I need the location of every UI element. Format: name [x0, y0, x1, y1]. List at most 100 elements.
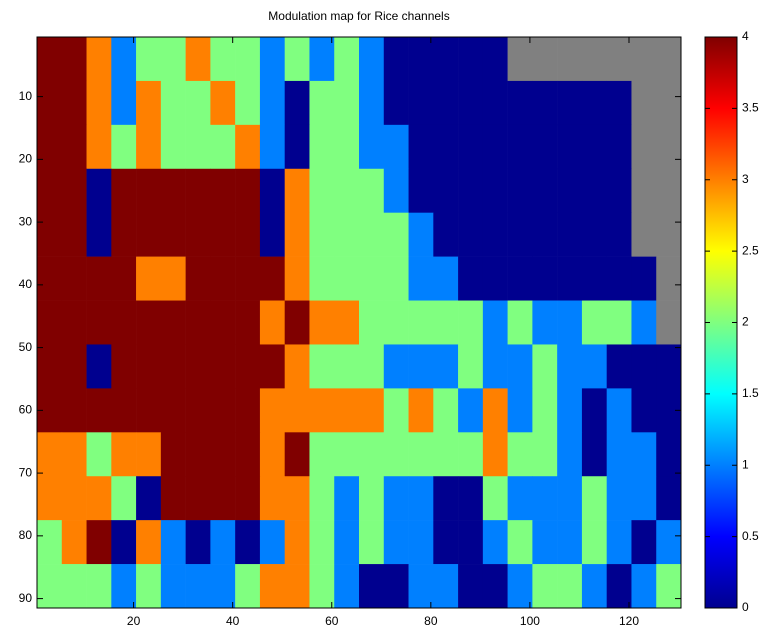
heatmap-cell [61, 388, 87, 433]
heatmap-cell [606, 80, 632, 126]
heatmap-cell [111, 256, 137, 301]
heatmap-cell [210, 564, 236, 609]
heatmap-cell [61, 80, 87, 126]
heatmap-cell [334, 388, 360, 433]
heatmap-cell [383, 37, 409, 82]
heatmap-cell [532, 432, 558, 477]
heatmap-cell [359, 344, 385, 389]
heatmap-cell [383, 80, 409, 126]
y-tick-label: 80 [19, 528, 33, 542]
heatmap-cell [507, 124, 533, 170]
heatmap-cell [185, 80, 211, 126]
heatmap-cell [284, 212, 310, 257]
heatmap-cell [433, 124, 459, 170]
heatmap-cell [61, 212, 87, 257]
heatmap-cell [581, 168, 607, 213]
heatmap-cell [235, 388, 261, 433]
heatmap-cell [532, 476, 558, 521]
heatmap-cell [37, 168, 63, 213]
heatmap-cell [160, 168, 186, 213]
heatmap-cell [482, 168, 508, 213]
heatmap-cell [334, 476, 360, 521]
y-tick-label: 60 [19, 403, 33, 417]
heatmap-cell [111, 168, 137, 213]
heatmap-cell [656, 124, 682, 170]
x-tick-label: 60 [325, 614, 339, 628]
heatmap-cell [160, 256, 186, 301]
heatmap-cell [160, 564, 186, 609]
heatmap-cell [334, 564, 360, 609]
heatmap-cell [210, 344, 236, 389]
heatmap-cell [160, 344, 186, 389]
heatmap-cell [309, 388, 335, 433]
heatmap-cell [359, 124, 385, 170]
heatmap-cell [532, 80, 558, 126]
heatmap-cell [160, 520, 186, 565]
heatmap-cell [631, 124, 657, 170]
heatmap-cell [235, 256, 261, 301]
heatmap-cell [581, 256, 607, 301]
heatmap-cell [284, 432, 310, 477]
heatmap-cell [383, 212, 409, 257]
heatmap-cell [482, 256, 508, 301]
colorbar-tick-label: 0 [742, 600, 749, 614]
heatmap-cell [557, 80, 583, 126]
heatmap-cell [557, 476, 583, 521]
heatmap-cell [235, 124, 261, 170]
heatmap-cell [581, 124, 607, 170]
y-tick-label: 70 [19, 465, 33, 479]
heatmap-cell [210, 212, 236, 257]
heatmap-cell [235, 432, 261, 477]
heatmap-cell [458, 168, 484, 213]
colorbar-tick-label: 3.5 [742, 101, 759, 115]
heatmap-cell [136, 520, 162, 565]
heatmap-cell [606, 37, 632, 82]
heatmap-cell [259, 344, 285, 389]
heatmap-cell [136, 476, 162, 521]
heatmap-cell [532, 37, 558, 82]
heatmap-cell [458, 300, 484, 345]
heatmap-cell [507, 520, 533, 565]
heatmap-cell [383, 476, 409, 521]
heatmap-cell [433, 520, 459, 565]
heatmap-cell [656, 432, 682, 477]
heatmap-cell [359, 37, 385, 82]
x-tick-label: 20 [127, 614, 141, 628]
heatmap-cell [309, 37, 335, 82]
heatmap-cell [507, 300, 533, 345]
heatmap-cell [284, 300, 310, 345]
heatmap-cell [160, 212, 186, 257]
heatmap-cell [136, 344, 162, 389]
heatmap-cell [136, 80, 162, 126]
heatmap-cell [284, 80, 310, 126]
heatmap-cell [37, 256, 63, 301]
heatmap-cell [259, 212, 285, 257]
y-tick-label: 50 [19, 340, 33, 354]
heatmap-cell [284, 564, 310, 609]
heatmap-cell [111, 432, 137, 477]
heatmap-cell [606, 432, 632, 477]
heatmap-cell [359, 80, 385, 126]
y-tick-label: 40 [19, 277, 33, 291]
heatmap-cell [334, 80, 360, 126]
y-tick-label: 30 [19, 214, 33, 228]
heatmap-cell [334, 124, 360, 170]
heatmap-cell [37, 212, 63, 257]
heatmap-cell [111, 476, 137, 521]
heatmap-cell [136, 256, 162, 301]
heatmap-cell [482, 300, 508, 345]
heatmap-cell [482, 80, 508, 126]
heatmap-cell [557, 168, 583, 213]
heatmap-cell [408, 432, 434, 477]
heatmap-cell [111, 344, 137, 389]
heatmap-cell [383, 124, 409, 170]
heatmap-cell [581, 432, 607, 477]
heatmap-cell [185, 256, 211, 301]
heatmap-cell [61, 344, 87, 389]
heatmap-cell [656, 300, 682, 345]
heatmap-cell [631, 388, 657, 433]
heatmap-cell [284, 388, 310, 433]
heatmap-cell [61, 256, 87, 301]
plot-frame [36, 36, 682, 609]
